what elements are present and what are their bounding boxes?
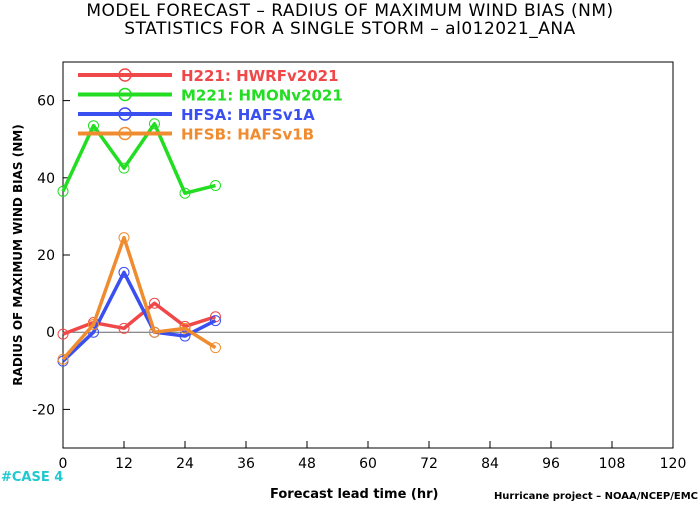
data-point	[210, 342, 221, 354]
y-axis-label: RADIUS OF MAXIMUM WIND BIAS (NM)	[11, 124, 25, 385]
data-point	[88, 120, 99, 132]
case-label: #CASE 4	[1, 470, 64, 485]
x-tick-label: 60	[359, 456, 377, 472]
data-point	[57, 185, 69, 197]
y-tick-label: -20	[32, 402, 55, 418]
x-tick-label: 24	[176, 456, 194, 472]
legend-marker	[118, 87, 132, 102]
legend-label: H221: HWRFv2021	[181, 67, 339, 85]
data-point	[118, 322, 130, 334]
x-tick-label: 96	[542, 456, 560, 472]
x-tick-label: 72	[420, 456, 438, 472]
legend-marker	[118, 126, 132, 141]
data-point	[149, 118, 160, 130]
x-tick-label: 0	[59, 456, 68, 472]
x-tick-label: 108	[599, 456, 626, 472]
series-3	[57, 232, 221, 365]
x-tick-label: 36	[237, 456, 255, 472]
x-axis-label: Forecast lead time (hr)	[270, 487, 439, 502]
legend-marker	[118, 107, 132, 121]
data-point	[210, 180, 221, 192]
x-tick-label: 120	[660, 456, 687, 472]
data-point	[149, 297, 160, 309]
legend-label: HFSB: HAFSv1B	[181, 126, 314, 144]
credit-text: Hurricane project – NOAA/NCEP/EMC	[493, 491, 698, 502]
data-point	[149, 326, 160, 338]
legend-label: M221: HMONv2021	[181, 87, 343, 105]
legend-label: HFSA: HAFSv1A	[181, 106, 315, 124]
y-tick-label: 20	[37, 248, 55, 264]
x-tick-label: 12	[115, 456, 133, 472]
legend-marker	[118, 68, 132, 82]
chart-subtitle: STATISTICS FOR A SINGLE STORM – al012021…	[124, 19, 576, 39]
chart-title: MODEL FORECAST – RADIUS OF MAXIMUM WIND …	[86, 1, 614, 21]
data-point	[57, 328, 69, 340]
data-point	[210, 315, 221, 327]
series-line	[62, 301, 217, 336]
x-tick-label: 84	[481, 456, 499, 472]
data-point	[118, 232, 130, 244]
y-tick-label: 60	[37, 94, 55, 110]
y-tick-label: 0	[46, 325, 55, 341]
x-tick-label: 48	[298, 456, 316, 472]
data-point	[118, 162, 130, 174]
series-1	[57, 118, 221, 199]
data-point	[118, 266, 130, 278]
series-line	[61, 235, 217, 361]
data-point	[57, 353, 69, 365]
data-point	[179, 330, 191, 342]
y-tick-label: 40	[37, 171, 55, 187]
plot-frame	[62, 61, 674, 449]
data-point	[88, 318, 99, 330]
data-point	[179, 187, 191, 199]
data-point	[179, 322, 191, 334]
